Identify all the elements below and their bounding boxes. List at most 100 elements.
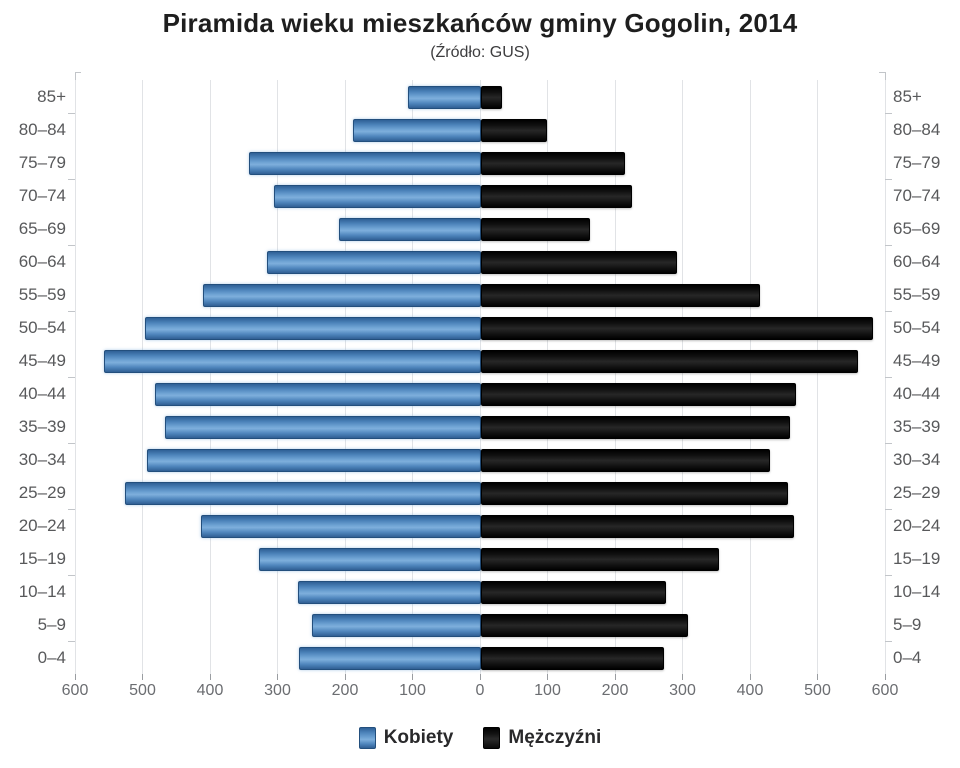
women-bar[interactable] [155,383,481,406]
age-label-right: 80–84 [893,120,941,139]
men-bar[interactable] [481,383,796,406]
women-bar[interactable] [165,416,481,439]
men-bar[interactable] [481,185,632,208]
age-label-right: 30–34 [893,450,941,469]
men-bar[interactable] [481,119,547,142]
men-bar[interactable] [481,317,873,340]
pyramid-row: 85+ 85+ [0,80,960,113]
women-bar[interactable] [274,185,481,208]
category-tick [68,641,75,642]
men-bar[interactable] [481,548,719,571]
x-axis-label: 600 [61,682,89,699]
category-tick [68,509,75,510]
pyramid-row: 30–34 30–34 [0,443,960,476]
legend-item-mezczyzni[interactable]: Mężczyźni [483,727,601,749]
men-bar[interactable] [481,251,677,274]
legend-item-kobiety[interactable]: Kobiety [358,727,454,749]
age-label-right: 0–4 [893,648,922,667]
age-label-right: 60–64 [893,252,941,271]
category-tick [68,245,75,246]
pyramid-row: 0–4 0–4 [0,641,960,674]
women-bar[interactable] [147,449,481,472]
women-bar[interactable] [249,152,481,175]
pyramid-row: 65–69 65–69 [0,212,960,245]
women-bar[interactable] [203,284,481,307]
x-axis-tick [884,674,886,680]
men-bar[interactable] [481,482,788,505]
women-bar[interactable] [145,317,481,340]
x-axis-label: 100 [399,682,426,699]
gridline [817,80,818,674]
women-bar[interactable] [353,119,481,142]
pyramid-row: 25–29 25–29 [0,476,960,509]
category-tick [68,377,75,378]
x-axis-tick [209,674,211,680]
women-bar[interactable] [125,482,481,505]
x-axis-tick [479,674,481,680]
x-axis-tick [142,674,143,680]
men-bar[interactable] [481,515,794,538]
legend-label-mezczyzni: Mężczyźni [508,727,602,748]
women-bar[interactable] [298,581,481,604]
age-label-right: 85+ [893,87,922,106]
age-label-left: 40–44 [18,384,66,403]
men-bar[interactable] [481,284,760,307]
women-bar[interactable] [339,218,481,241]
x-axis-label: 0 [475,682,485,699]
x-axis-tick [682,674,683,680]
women-bar[interactable] [408,86,481,109]
women-bar[interactable] [104,350,481,373]
pyramid-row: 45–49 45–49 [0,344,960,377]
x-axis-tick [277,674,278,680]
x-axis-tick [344,674,346,680]
age-label-left: 10–14 [18,582,66,601]
age-label-right: 75–79 [893,153,941,172]
category-tick [885,641,892,642]
age-label-right: 25–29 [893,483,941,502]
legend-label-kobiety: Kobiety [383,727,454,748]
men-bar[interactable] [481,416,790,439]
age-label-left: 0–4 [37,648,66,667]
women-bar[interactable] [201,515,481,538]
category-tick [885,179,892,180]
men-bar[interactable] [481,647,664,670]
kobiety-swatch-icon [358,727,376,749]
men-bar[interactable] [481,614,688,637]
men-bar[interactable] [481,152,625,175]
gridline [277,80,278,674]
age-label-left: 20–24 [18,516,66,535]
women-bar[interactable] [267,251,481,274]
category-tick [68,575,75,576]
men-bar[interactable] [481,218,590,241]
pyramid-row: 35–39 35–39 [0,410,960,443]
men-bar[interactable] [481,86,502,109]
women-bar[interactable] [299,647,481,670]
pyramid-row: 60–64 60–64 [0,245,960,278]
category-tick [885,509,892,510]
women-bar[interactable] [259,548,481,571]
gridline [412,80,413,674]
age-label-left: 55–59 [18,285,66,304]
age-label-left: 25–29 [18,483,66,502]
category-tick [885,113,892,114]
category-tick [885,443,892,444]
pyramid-row: 5–9 5–9 [0,608,960,641]
men-bar[interactable] [481,350,858,373]
women-bar[interactable] [312,614,481,637]
age-label-right: 65–69 [893,219,941,238]
men-bar[interactable] [481,581,666,604]
men-bar[interactable] [481,449,770,472]
gridline [547,80,548,674]
age-label-right: 10–14 [893,582,941,601]
age-label-right: 20–24 [893,516,941,535]
gridline [209,80,211,674]
age-label-right: 40–44 [893,384,941,403]
axis-corner-tick [75,72,81,73]
pyramid-row: 75–79 75–79 [0,146,960,179]
pyramid-row: 20–24 20–24 [0,509,960,542]
x-axis-tick [614,674,616,680]
gridline [142,80,143,674]
x-axis-label: 300 [669,682,696,699]
category-tick [885,575,892,576]
